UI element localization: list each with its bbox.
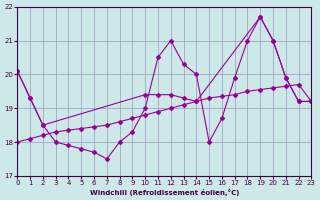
X-axis label: Windchill (Refroidissement éolien,°C): Windchill (Refroidissement éolien,°C) (90, 189, 239, 196)
